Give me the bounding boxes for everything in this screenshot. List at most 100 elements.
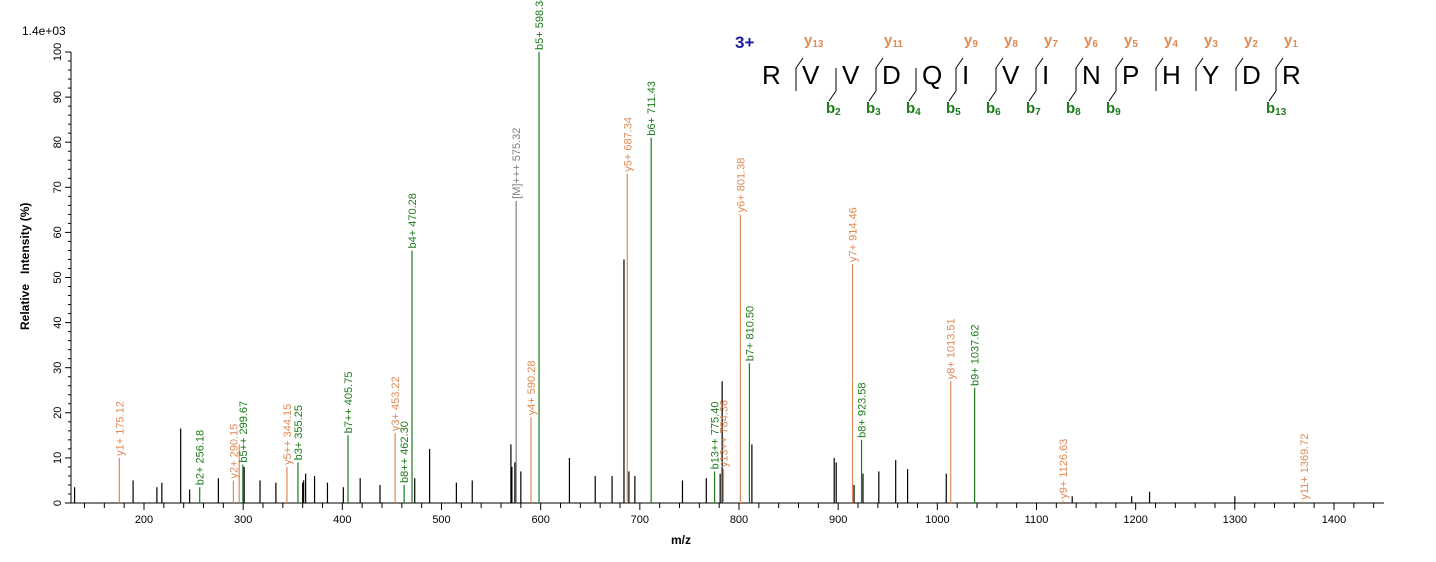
y-ion-label: y2 <box>1244 32 1258 50</box>
b-ion-label: b7 <box>1026 100 1041 118</box>
peak-label: y2+ 290.15 <box>228 424 240 479</box>
y-ion-label: y4 <box>1164 32 1178 50</box>
intensity-scale-label: 1.4e+03 <box>22 24 66 38</box>
peak-label: y6+ 801.38 <box>735 158 747 213</box>
peak-label: b8+ 923.58 <box>857 382 869 437</box>
b-cleavage-tick <box>988 90 997 102</box>
x-tick-label: 1000 <box>925 514 949 526</box>
y-cleavage-tick <box>1195 57 1204 69</box>
b-cleavage-tick <box>908 90 917 102</box>
b-cleavage-tick <box>828 90 837 102</box>
y-ion-label: y7 <box>1044 32 1058 50</box>
x-tick-label: 1300 <box>1223 514 1247 526</box>
residue: I <box>1042 60 1050 90</box>
y-tick-label: 20 <box>52 407 64 419</box>
residue: D <box>882 60 901 90</box>
peak-label: y11+ 1369.72 <box>1299 433 1311 499</box>
y-tick-label: 50 <box>52 271 64 283</box>
y-ion-label: y6 <box>1084 32 1098 50</box>
peak-label: b9+ 1037.62 <box>970 325 982 386</box>
y-ion-label: y13 <box>804 32 824 50</box>
residue: V <box>842 60 860 90</box>
y-tick-label: 0 <box>52 500 64 506</box>
y-cleavage-tick <box>1235 57 1244 69</box>
y-cleavage-tick <box>795 57 804 69</box>
b-cleavage-tick <box>948 90 957 102</box>
y-cleavage-tick <box>875 57 884 69</box>
b-cleavage-tick <box>1268 90 1277 102</box>
y-tick-label: 70 <box>52 181 64 193</box>
y-tick-label: 40 <box>52 316 64 328</box>
peak-label: b4+ 470.28 <box>407 193 419 248</box>
b-ion-label: b2 <box>826 100 841 118</box>
x-tick-label: 400 <box>333 514 351 526</box>
y-tick-label: 60 <box>52 226 64 238</box>
residue: H <box>1162 60 1181 90</box>
y-ion-label: y3 <box>1204 32 1218 50</box>
y-cleavage-tick <box>995 57 1004 69</box>
y-ion-label: y1 <box>1284 32 1298 50</box>
peak-label: y8+ 1013.51 <box>946 318 958 379</box>
x-tick-label: 700 <box>631 514 649 526</box>
peak-label: b2+ 256.18 <box>195 430 207 485</box>
residue: D <box>1242 60 1261 90</box>
b-cleavage-tick <box>1068 90 1077 102</box>
x-tick-label: 300 <box>234 514 252 526</box>
y-cleavage-tick <box>1275 57 1284 69</box>
b-ion-label: b13 <box>1266 100 1287 118</box>
y-tick-label: 30 <box>52 362 64 374</box>
b-ion-label: b4 <box>906 100 921 118</box>
x-tick-label: 600 <box>531 514 549 526</box>
y-cleavage-tick <box>1035 57 1044 69</box>
peak-label: [M]+++ 575.32 <box>511 128 523 199</box>
peak-label: y1+ 175.12 <box>114 401 126 456</box>
peak-label: y4+ 590.28 <box>526 361 538 416</box>
peak-label: b8++ 462.30 <box>399 421 411 483</box>
b-cleavage-tick <box>1028 90 1037 102</box>
residue: N <box>1082 60 1101 90</box>
peak-label: b6+ 711.43 <box>646 81 658 136</box>
charge-state-label: 3+ <box>735 33 755 52</box>
peak-label: b5+ 598.34 <box>534 0 546 50</box>
residue: Q <box>922 60 943 90</box>
b-ion-label: b3 <box>866 100 881 118</box>
b-cleavage-tick <box>1108 90 1117 102</box>
peak-label: y5+ 687.34 <box>622 117 634 172</box>
x-tick-label: 200 <box>135 514 153 526</box>
y-cleavage-tick <box>1155 57 1164 69</box>
y-cleavage-tick <box>1115 57 1124 69</box>
x-tick-label: 1200 <box>1123 514 1147 526</box>
residue: V <box>1002 60 1020 90</box>
residue: I <box>962 60 970 90</box>
peak-label: b5++ 299.67 <box>238 401 250 463</box>
y-cleavage-tick <box>955 57 964 69</box>
peak-label: y7+ 914.46 <box>848 207 860 262</box>
x-tick-label: 800 <box>730 514 748 526</box>
b-ion-label: b9 <box>1106 100 1121 118</box>
x-axis-label: m/z <box>671 533 692 547</box>
peak-label: b3+ 355.25 <box>293 405 305 460</box>
peak-label: y3+ 453.22 <box>390 376 402 431</box>
x-tick-label: 500 <box>432 514 450 526</box>
peak-label: b7+ 810.50 <box>744 306 756 361</box>
y-ion-label: y8 <box>1004 32 1018 50</box>
peak-label: y5++ 344.15 <box>282 404 294 465</box>
y-tick-label: 10 <box>52 452 64 464</box>
x-tick-label: 1100 <box>1025 514 1049 526</box>
b-ion-label: b8 <box>1066 100 1081 118</box>
peak-label: y13++ 784.36 <box>718 400 730 467</box>
y-ion-label: y5 <box>1124 32 1138 50</box>
residue: Y <box>1202 60 1220 90</box>
y-ion-label: y11 <box>884 32 903 50</box>
residue: P <box>1122 60 1140 90</box>
y-ion-label: y9 <box>964 32 978 50</box>
peak-label: y9+ 1126.63 <box>1058 439 1070 499</box>
x-tick-label: 900 <box>829 514 847 526</box>
b-ion-label: b5 <box>946 100 961 118</box>
x-tick-label: 1400 <box>1322 514 1346 526</box>
cleavage-markers <box>795 57 1284 102</box>
y-cleavage-tick <box>1075 57 1084 69</box>
residue: V <box>802 60 820 90</box>
peak-label: b7++ 405.75 <box>343 372 355 434</box>
